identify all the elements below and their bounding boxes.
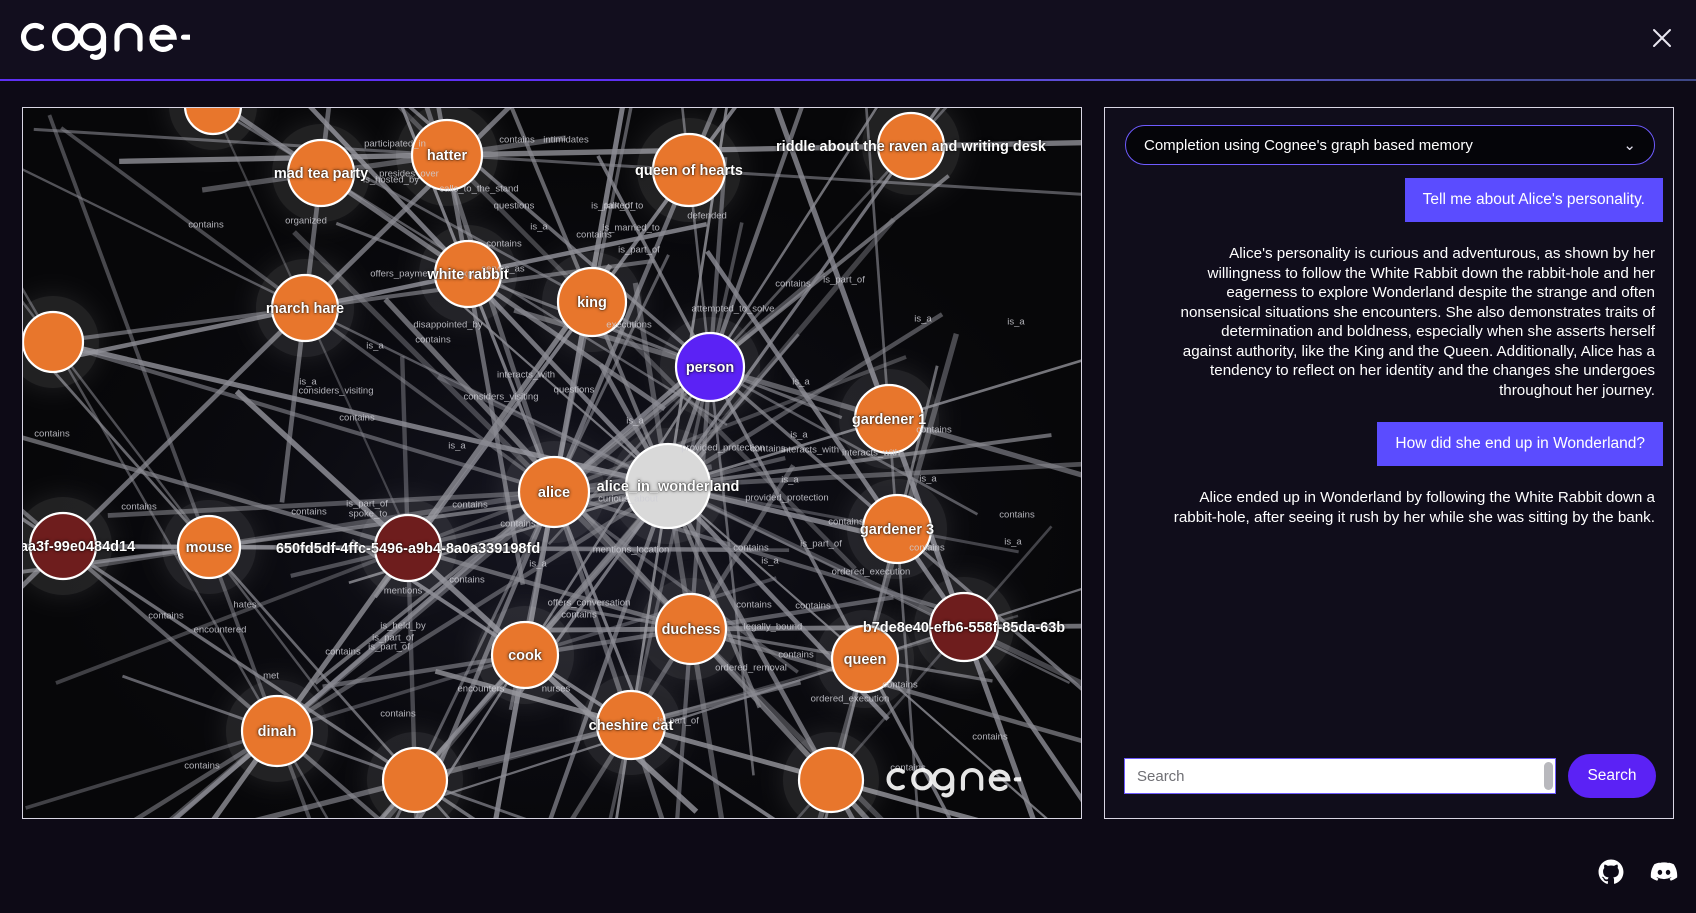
graph-edge [348, 359, 1081, 585]
graph-watermark-logo [881, 755, 1024, 810]
accent-divider [0, 79, 1696, 81]
chat-message-user: Tell me about Alice's personality. [1117, 178, 1663, 222]
graph-edge [493, 108, 625, 818]
graph-node[interactable] [651, 132, 727, 208]
graph-node[interactable] [853, 383, 925, 455]
graph-node[interactable] [23, 310, 85, 374]
graph-edge [47, 114, 312, 818]
graph-svg [23, 108, 1081, 818]
graph-edge [563, 605, 993, 683]
graph-node[interactable] [595, 689, 667, 761]
graph-node[interactable] [176, 514, 242, 580]
graph-node[interactable] [624, 442, 712, 530]
graph-edge [436, 108, 526, 586]
graph-edge [383, 297, 870, 818]
graph-node[interactable] [410, 118, 484, 192]
graph-edge [23, 300, 320, 693]
graph-edge [421, 587, 1081, 804]
chat-message-assistant: Alice ended up in Wonderland by followin… [1117, 484, 1663, 531]
graph-edge [212, 108, 403, 521]
github-icon[interactable] [1598, 859, 1624, 890]
cognee-logo [14, 12, 194, 64]
graph-edge [400, 356, 419, 818]
graph-edge [796, 525, 1053, 818]
graph-node[interactable] [876, 111, 946, 181]
search-input-wrapper [1124, 758, 1556, 794]
graph-edge [705, 250, 1081, 803]
graph-edge [322, 595, 894, 689]
graph-edge [632, 282, 725, 818]
assistant-text: Alice ended up in Wonderland by followin… [1173, 489, 1655, 526]
chat-message-list[interactable]: Tell me about Alice's personality. Alice'… [1117, 178, 1663, 733]
search-input[interactable] [1124, 758, 1556, 794]
discord-icon[interactable] [1650, 858, 1678, 891]
user-bubble: Tell me about Alice's personality. [1404, 178, 1663, 222]
graph-node[interactable] [928, 591, 1000, 663]
close-icon[interactable] [1642, 18, 1682, 58]
graph-node[interactable] [674, 331, 746, 403]
chat-message-assistant: Alice's personality is curious and adven… [1117, 240, 1663, 404]
graph-edge [254, 679, 802, 818]
search-input-scrollbar[interactable] [1544, 762, 1553, 790]
knowledge-graph-panel[interactable]: contains participated_in contains intimidat… [22, 107, 1082, 819]
graph-node[interactable] [654, 592, 728, 666]
graph-node[interactable] [490, 620, 560, 690]
graph-nodes[interactable] [23, 108, 1000, 814]
graph-edge [121, 674, 527, 818]
search-button[interactable]: Search [1568, 754, 1656, 798]
graph-edge [518, 108, 941, 694]
graph-edge [408, 108, 1081, 691]
graph-node[interactable] [830, 624, 900, 694]
top-bar [0, 0, 1696, 81]
graph-node-glow [23, 108, 1014, 818]
graph-node[interactable] [28, 511, 98, 581]
chat-message-user: How did she end up in Wonderland? [1117, 422, 1663, 466]
graph-node[interactable] [183, 108, 243, 136]
graph-edge [23, 332, 939, 552]
graph-edge [211, 263, 613, 818]
graph-edge [378, 449, 707, 818]
graph-node[interactable] [861, 493, 933, 565]
content-area: contains participated_in contains intimidat… [0, 81, 1696, 836]
graph-edge [23, 335, 451, 818]
graph-node[interactable] [286, 138, 356, 208]
graph-edge [201, 135, 567, 193]
graph-edge [23, 287, 329, 818]
footer-social-links [1598, 858, 1678, 891]
graph-node[interactable] [270, 273, 340, 343]
graph-edge [817, 333, 959, 818]
graph-node[interactable] [517, 455, 591, 529]
chat-panel: Completion using Cognee's graph based me… [1104, 107, 1674, 819]
graph-node[interactable] [556, 266, 628, 338]
graph-node[interactable] [797, 746, 865, 814]
chevron-down-icon: ⌄ [1623, 137, 1636, 154]
graph-edge [172, 353, 715, 818]
graph-canvas[interactable]: contains participated_in contains intimidat… [23, 108, 1081, 818]
search-mode-select[interactable]: Completion using Cognee's graph based me… [1125, 125, 1655, 165]
graph-edge [570, 464, 796, 818]
search-row: Search [1124, 752, 1656, 800]
graph-node[interactable] [373, 513, 443, 583]
graph-edge [23, 508, 381, 818]
graph-node[interactable] [381, 746, 449, 814]
user-bubble: How did she end up in Wonderland? [1377, 422, 1663, 466]
graph-edge [23, 435, 1081, 743]
graph-edge [55, 355, 907, 685]
graph-node[interactable] [240, 694, 314, 768]
graph-node[interactable] [433, 239, 503, 309]
assistant-text: Alice's personality is curious and adven… [1180, 245, 1655, 399]
search-mode-label: Completion using Cognee's graph based me… [1144, 136, 1473, 154]
graph-edge [444, 289, 1048, 818]
graph-edge [397, 108, 857, 571]
